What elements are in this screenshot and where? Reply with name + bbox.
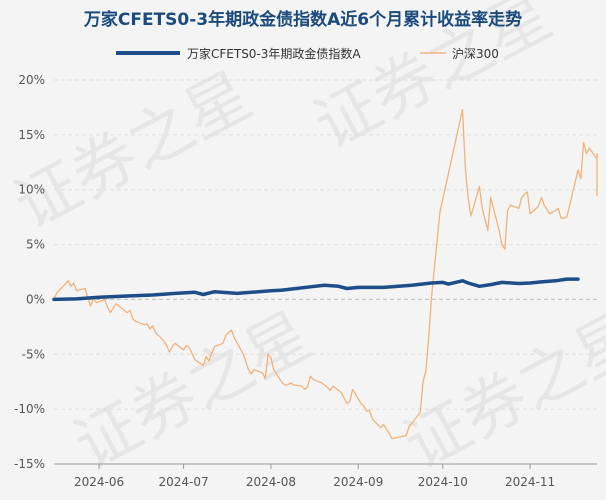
y-tick-label: 15% [18,128,45,142]
y-tick-label: 20% [18,73,45,87]
watermark-text: 证券之星 [63,299,324,485]
x-tick-label: 2024-08 [246,475,296,489]
y-tick-label: -15% [14,457,45,471]
y-axis: -15% -10% -5% 0% 5% 10% 15% 20% [14,73,45,471]
x-axis: 2024-06 2024-07 2024-08 2024-09 2024-10 2024-… [54,463,597,489]
x-tick-label: 2024-06 [74,475,124,489]
legend: 万家CFETS0-3年期政金债指数A 沪深300 [116,46,499,61]
x-tick-label: 2024-11 [505,475,555,489]
y-tick-label: -5% [22,347,45,361]
x-tick-label: 2024-09 [333,475,383,489]
chart-title: 万家CFETS0-3年期政金债指数A近6个月累计收益率走势 [83,9,522,30]
y-tick-label: -10% [14,402,45,416]
series-layer [52,108,598,440]
legend-label-csi300: 沪深300 [452,47,499,61]
series-line-fund [52,277,580,302]
x-tick-label: 2024-10 [418,475,468,489]
y-tick-label: 0% [26,292,45,306]
legend-label-fund: 万家CFETS0-3年期政金债指数A [187,46,361,61]
y-tick-label: 10% [18,183,45,197]
series-line-csi300 [53,108,598,440]
y-tick-label: 5% [26,238,45,252]
x-tick-label: 2024-07 [159,475,209,489]
watermark-text: 证券之星 [393,299,606,485]
